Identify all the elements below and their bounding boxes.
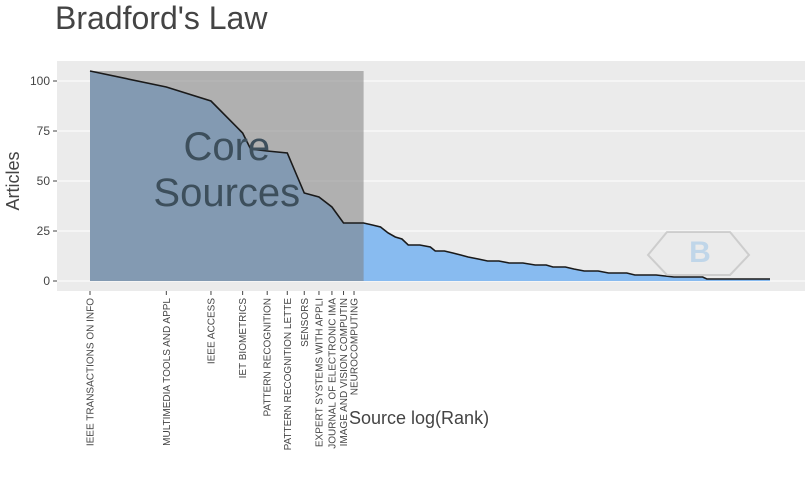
x-tick-label: JOURNAL OF ELECTRONIC IMA (327, 298, 338, 449)
x-tick-label: PATTERN RECOGNITION LETTE (283, 298, 294, 451)
y-tick-label: 25 (37, 224, 51, 238)
x-tick-label: SENSORS (300, 298, 311, 347)
core-sources-label-line: Sources (153, 171, 300, 215)
x-tick-label: IMAGE AND VISION COMPUTIN (339, 298, 350, 446)
x-axis-title: Source log(Rank) (349, 408, 489, 428)
x-tick-label: IET BIOMETRICS (238, 298, 249, 379)
core-sources-zone (90, 71, 364, 281)
x-tick-label: EXPERT SYSTEMS WITH APPLI (314, 298, 325, 447)
y-tick-label: 75 (37, 124, 51, 138)
x-tick-label: IEEE ACCESS (206, 298, 217, 364)
data-line (89, 70, 770, 280)
y-axis-title: Articles (3, 151, 23, 210)
x-axis-ticks: IEEE TRANSACTIONS ON INFO MULTIMEDIA TOOL… (86, 291, 361, 450)
y-tick-label: 50 (37, 174, 51, 188)
x-tick-label: MULTIMEDIA TOOLS AND APPL (162, 298, 173, 446)
x-tick-label: PATTERN RECOGNITION (263, 298, 274, 417)
x-tick-label: IEEE TRANSACTIONS ON INFO (86, 298, 97, 446)
svg-text:B: B (689, 236, 711, 269)
chart-title: Bradford's Law (55, 0, 268, 36)
y-tick-label: 0 (43, 274, 50, 288)
y-tick-label: 100 (30, 74, 50, 88)
y-axis-ticks: 0 25 50 75 100 (30, 74, 57, 288)
watermark-logo-icon: B (646, 231, 751, 276)
x-tick-label: NEUROCOMPUTING (350, 298, 361, 395)
core-sources-label-line: Core (183, 125, 270, 169)
